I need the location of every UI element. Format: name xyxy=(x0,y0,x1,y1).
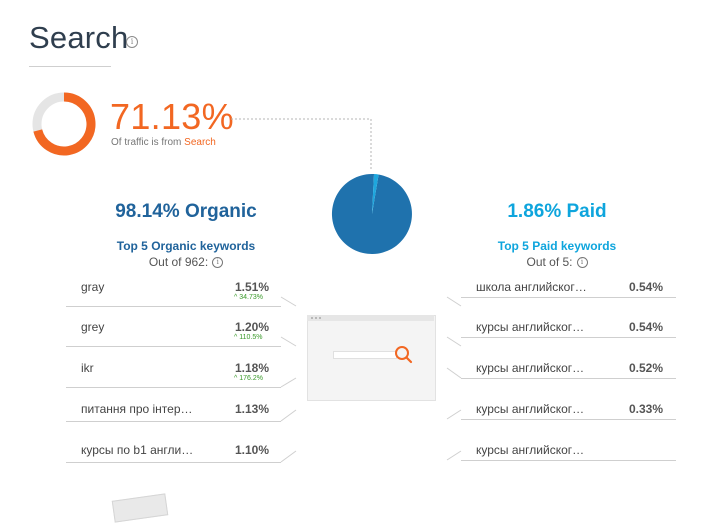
organic-out-of: Out of 962: i xyxy=(86,255,286,269)
keyword-change-value: 110.5% xyxy=(239,334,263,341)
keyword-share: 1.10% xyxy=(235,443,270,457)
donut-arc xyxy=(33,92,96,156)
keyword-share: 1.51% xyxy=(235,280,270,294)
row-divider xyxy=(461,337,676,338)
window-titlebar xyxy=(307,315,434,321)
keyword-text[interactable]: курсы английског… xyxy=(476,361,585,375)
info-icon[interactable]: i xyxy=(212,257,224,269)
traffic-note-highlight: Search xyxy=(184,137,216,148)
keyword-change: ^ 110.5% xyxy=(234,334,263,341)
keyword-share: 0.52% xyxy=(629,361,664,375)
organic-keyword-row[interactable]: питання про інтер… 1.13% xyxy=(81,402,271,422)
row-divider xyxy=(461,460,676,461)
organic-out-of-text: Out of 962: xyxy=(148,255,209,269)
row-divider xyxy=(461,419,676,420)
organic-keyword-row[interactable]: gray 1.51% ^ 34.73% xyxy=(81,280,271,301)
organic-keyword-row[interactable]: курсы по b1 англи… 1.10% xyxy=(81,443,271,463)
paid-keyword-row[interactable]: курсы английског… 0.52% xyxy=(476,361,666,381)
organic-keywords-title: Top 5 Organic keywords xyxy=(116,239,256,253)
keyword-change-value: 34.73% xyxy=(239,294,263,301)
row-divider xyxy=(66,346,281,347)
keyword-share: 1.20% xyxy=(235,320,270,334)
paid-out-of-text: Out of 5: xyxy=(526,255,573,269)
row-divider xyxy=(66,306,281,307)
paid-headline: 1.86% Paid xyxy=(507,201,607,222)
keyword-text[interactable]: ikr xyxy=(81,361,94,375)
keyword-text[interactable]: gray xyxy=(81,280,105,294)
organic-keyword-row[interactable]: ikr 1.18% ^ 176.2% xyxy=(81,361,271,382)
keyword-text[interactable]: курсы английског… xyxy=(476,402,585,416)
illustration-search-field xyxy=(333,351,397,359)
row-divider xyxy=(461,378,676,379)
keyword-text[interactable]: школа английског… xyxy=(476,280,587,294)
keyword-change: ^ 34.73% xyxy=(234,294,263,301)
keyword-text[interactable]: питання про інтер… xyxy=(81,402,193,416)
keyword-share: 1.18% xyxy=(235,361,270,375)
keyword-text[interactable]: grey xyxy=(81,320,105,334)
keyword-change: ^ 176.2% xyxy=(234,375,263,382)
keyword-share: 0.54% xyxy=(629,320,664,334)
paid-keyword-row[interactable]: курсы английског… xyxy=(476,443,666,463)
paid-out-of: Out of 5: i xyxy=(457,255,657,269)
organic-headline: 98.14% Organic xyxy=(115,201,257,222)
keyword-text[interactable]: курсы английског… xyxy=(476,443,585,457)
row-divider xyxy=(66,462,281,463)
info-icon[interactable]: i xyxy=(126,36,138,48)
info-icon[interactable]: i xyxy=(576,257,588,269)
paid-keyword-row[interactable]: школа английског… 0.54% xyxy=(476,280,666,300)
pie-slice-paid xyxy=(372,174,379,214)
traffic-note: Of traffic is from Search xyxy=(111,137,216,148)
keyword-share: 1.13% xyxy=(235,402,270,416)
row-divider xyxy=(461,297,676,298)
organic-paid-pie xyxy=(331,173,412,254)
paid-keyword-row[interactable]: курсы английског… 0.33% xyxy=(476,402,666,422)
keyword-text[interactable]: курсы английског… xyxy=(476,320,585,334)
pie-slice-organic xyxy=(331,173,412,254)
keyword-change-value: 176.2% xyxy=(239,375,263,382)
paid-keywords-title: Top 5 Paid keywords xyxy=(497,239,617,253)
page-title: Search xyxy=(29,20,129,55)
organic-keyword-row[interactable]: grey 1.20% ^ 110.5% xyxy=(81,320,271,341)
paid-keyword-row[interactable]: курсы английског… 0.54% xyxy=(476,320,666,340)
traffic-note-text: Of traffic is from xyxy=(111,137,185,148)
magnifier-icon xyxy=(395,346,413,364)
search-share-donut xyxy=(32,92,96,156)
summary-connector xyxy=(231,118,372,170)
search-traffic-percent: 71.13% xyxy=(110,96,234,137)
row-divider xyxy=(66,421,281,422)
keyword-share: 0.33% xyxy=(629,402,664,416)
keyword-text[interactable]: курсы по b1 англи… xyxy=(81,443,194,457)
keyword-share: 0.54% xyxy=(629,280,664,294)
title-underline xyxy=(29,66,111,67)
row-divider xyxy=(66,387,281,388)
